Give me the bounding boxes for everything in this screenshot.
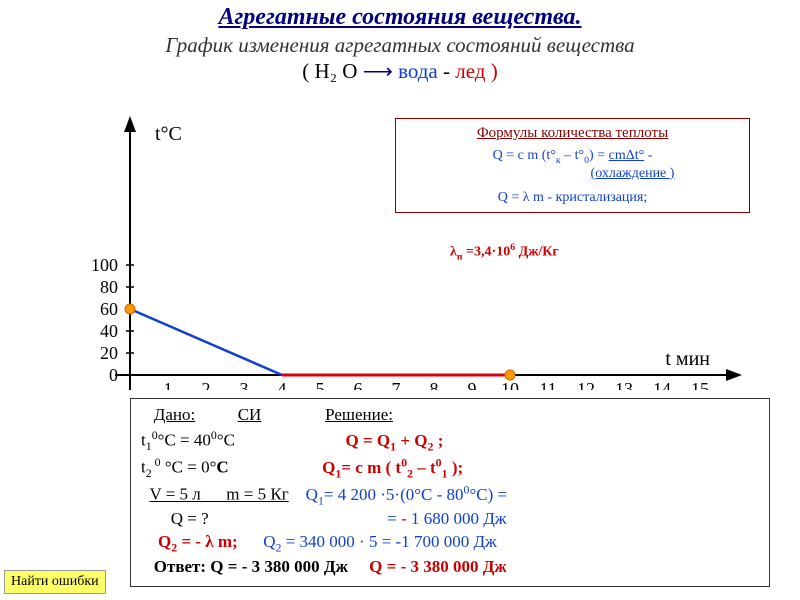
svg-text:40: 40 [100,321,118,341]
page-title: Агрегатные состояния вещества. [0,0,800,31]
solution-row-5: Q2 = - λ m; Q2 = 340 000 · 5 = -1 700 00… [141,531,759,555]
svg-text:60: 60 [100,299,118,319]
svg-text:13: 13 [615,379,633,390]
svg-text:10: 10 [501,379,519,390]
substance-line: ( H₂ O ⟶ вода - лед ) [0,59,800,84]
svg-text:9: 9 [468,379,477,390]
find-errors-button[interactable]: Найти ошибки [4,570,106,594]
formula-cooling-label: (охлаждение ) [406,166,739,182]
svg-text:3: 3 [240,379,249,390]
arrow-icon: ⟶ [363,59,393,83]
solution-row-1: t10°C = 400°C Q = Q1 + Q2 ; [141,427,759,454]
svg-text:1: 1 [164,379,173,390]
svg-text:t°C: t°C [155,123,182,145]
solution-answer: Ответ: Q = - 3 380 000 Дж Q = - 3 380 00… [141,556,759,579]
svg-text:-20: -20 [94,387,118,390]
lambda-constant: λп =3,4·106 Дж/Кг [450,242,559,262]
svg-text:5: 5 [316,379,325,390]
svg-text:80: 80 [100,277,118,297]
solution-box: Дано: СИ Решение: t10°C = 400°C Q = Q1 +… [130,398,770,587]
page-subtitle: График изменения агрегатных состояний ве… [0,33,800,58]
svg-text:15: 15 [691,379,709,390]
led-text: лед ) [455,59,497,83]
solution-row-3: V = 5 л m = 5 Кг Q1= 4 200 ·5·(0°C - 800… [141,481,759,508]
formula-crystallization: Q = λ m - кристализация; [406,190,739,206]
svg-text:14: 14 [653,379,671,390]
svg-text:t мин: t мин [665,348,710,370]
formula-q-cooling: Q = c m (t°к – t°0) = cmΔt° - [406,148,739,166]
svg-text:0: 0 [109,365,118,385]
solution-row-4: Q = ? = - 1 680 000 Дж [141,508,759,531]
solution-row-2: t2 0 °C = 0°C Q1= c m ( t02 – t01 ); [141,454,759,481]
svg-text:7: 7 [392,379,401,390]
svg-text:12: 12 [577,379,595,390]
svg-text:8: 8 [430,379,439,390]
svg-text:4: 4 [278,379,287,390]
formula-box: Формулы количества теплоты Q = c m (t°к … [395,118,750,213]
dash-text: - [443,59,450,83]
svg-text:2: 2 [202,379,211,390]
formula-box-title: Формулы количества теплоты [406,125,739,142]
h2o-formula: ( H₂ O [302,59,357,83]
solution-header: Дано: СИ Решение: [141,404,759,427]
svg-text:20: 20 [100,343,118,363]
svg-text:100: 100 [91,255,118,275]
voda-text: вода [398,59,438,83]
svg-text:6: 6 [354,379,363,390]
svg-text:11: 11 [539,379,556,390]
